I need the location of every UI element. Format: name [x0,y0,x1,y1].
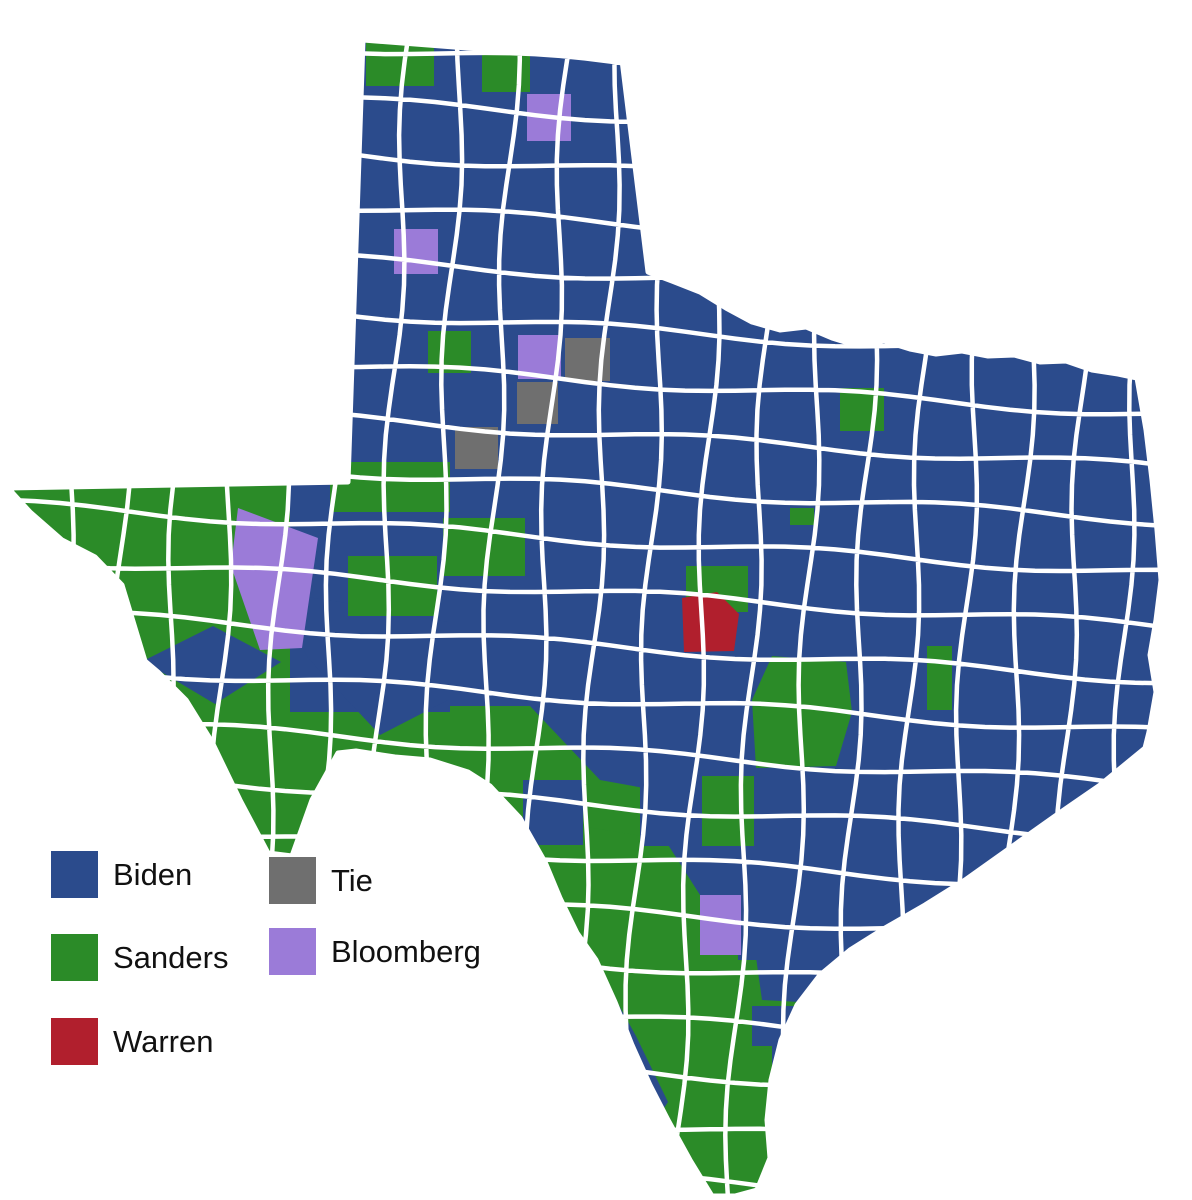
county-region-sanders [366,40,434,86]
county-region-bloomberg [394,229,438,274]
county-region-sanders [515,815,842,1196]
county-region-warren [682,592,739,652]
county-region-biden [143,626,281,704]
county-region-sanders [752,656,852,768]
county-region-sanders [927,646,952,710]
county-region-biden [772,1046,826,1114]
county-region-sanders [790,508,814,525]
county-region-bloomberg [231,508,318,650]
county-region-biden [275,592,448,735]
county-region-bloomberg [700,895,741,955]
county-region-biden [523,780,583,845]
county-region-sanders [702,776,754,846]
